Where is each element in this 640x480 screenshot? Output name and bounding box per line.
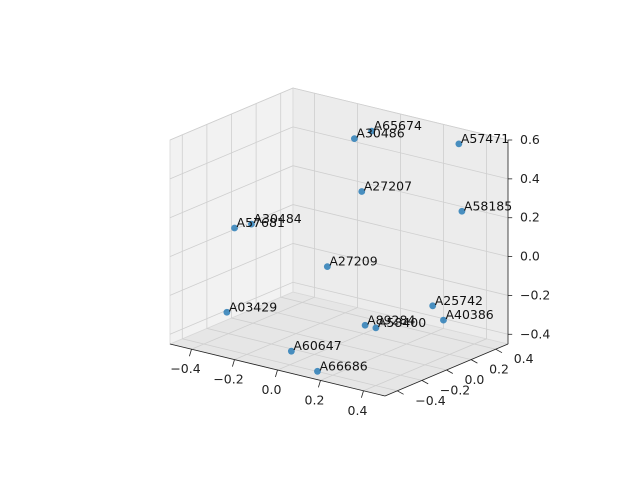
data-point	[455, 140, 463, 148]
x-gridline	[234, 103, 358, 360]
point-label: A60647	[293, 338, 341, 353]
data-point	[351, 135, 358, 143]
data-point	[314, 367, 321, 375]
z-tick-label: 0.6	[520, 132, 540, 147]
x-gridline	[277, 114, 401, 371]
data-point	[223, 308, 231, 316]
x-tick	[232, 359, 235, 367]
data-point	[458, 207, 466, 215]
point-label: A57681	[237, 215, 285, 230]
x-gridline	[363, 134, 487, 392]
point-label: A25742	[435, 293, 483, 308]
point-label: A30486	[356, 126, 404, 141]
data-point	[429, 302, 437, 310]
y-tick	[495, 348, 503, 354]
z-gridline	[169, 165, 509, 219]
data-point	[361, 321, 369, 329]
x-tick	[275, 369, 278, 378]
point-label: A89284	[367, 312, 415, 327]
point-label: A27209	[329, 254, 377, 269]
y-gridline	[280, 93, 496, 350]
x-gridline	[320, 124, 444, 381]
data-point	[440, 316, 447, 324]
z-tick-label: −0.2	[520, 287, 550, 302]
point-label: A66686	[319, 358, 367, 373]
y-tick-label: 0.4	[514, 351, 534, 366]
y-gridline	[206, 124, 422, 381]
z-gridline	[169, 243, 509, 296]
y-tick-label: −0.2	[440, 382, 470, 397]
data-point	[323, 263, 331, 271]
z-gridline	[169, 204, 509, 257]
grid-lines	[169, 87, 509, 392]
point-label: A65674	[374, 118, 422, 133]
y-tick-label: 0.0	[465, 372, 485, 387]
point-label: A58185	[464, 198, 512, 213]
x-tick-label: −0.2	[213, 372, 243, 387]
data-point	[368, 127, 375, 135]
data-point	[248, 220, 255, 228]
point-label: A40386	[445, 307, 493, 322]
y-gridline	[231, 114, 447, 371]
z-tick-label: −0.4	[520, 326, 550, 341]
y-tick	[446, 369, 453, 374]
x-tick-label: 0.4	[348, 403, 368, 418]
point-label: A58400	[378, 315, 426, 330]
x-tick-label: 0.0	[262, 382, 282, 397]
data-point	[372, 324, 380, 332]
point-label: A30484	[253, 211, 301, 226]
y-tick	[470, 359, 478, 364]
z-tick-label: 0.4	[520, 171, 540, 186]
x-tick-label: 0.2	[305, 392, 325, 407]
data-point	[287, 347, 295, 355]
y-tick	[421, 380, 429, 385]
x-tick	[318, 380, 321, 388]
x-tick	[189, 349, 192, 357]
x-gridline	[191, 93, 315, 350]
data-point	[358, 188, 366, 195]
y-gridline	[255, 103, 472, 360]
z-gridline	[169, 126, 509, 180]
z-gridline	[169, 281, 509, 335]
y-tick-label: 0.2	[489, 362, 509, 377]
y-tick-label: −0.4	[415, 393, 445, 408]
x-tick	[361, 390, 364, 398]
z-gridline	[169, 87, 509, 141]
axis-ticks: −0.4−0.20.00.20.4−0.4−0.20.00.20.4−0.4−0…	[170, 132, 550, 418]
y-tick	[397, 390, 404, 395]
point-label: A57471	[461, 131, 509, 146]
z-tick-label: 0.2	[520, 210, 540, 225]
data-point	[231, 224, 238, 232]
y-gridline	[181, 134, 398, 392]
x-tick-label: −0.4	[170, 361, 200, 376]
point-label: A03429	[229, 299, 277, 314]
point-label: A27207	[364, 179, 412, 194]
z-tick-label: 0.0	[520, 249, 540, 264]
